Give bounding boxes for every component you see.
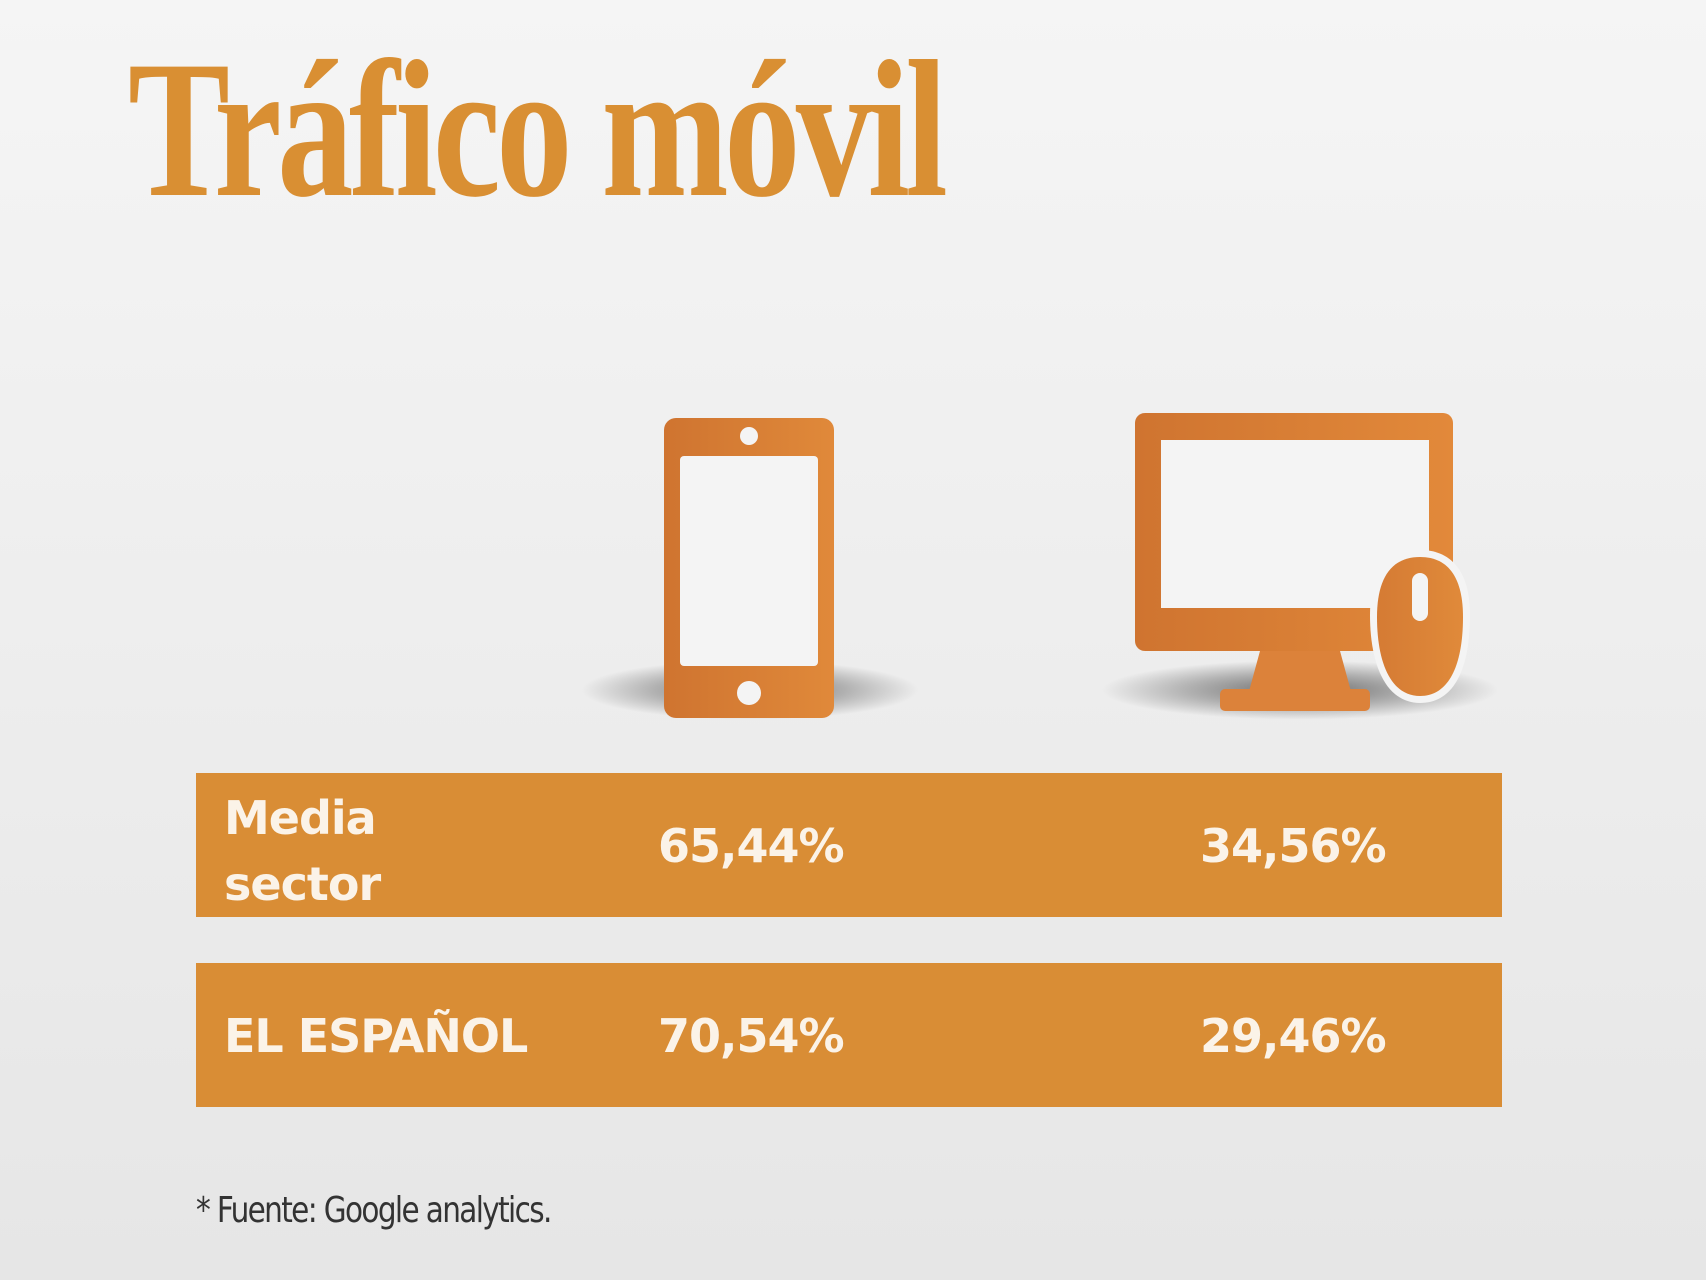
desktop-value: 29,46%	[1200, 1009, 1387, 1063]
desktop-with-mouse-icon	[1090, 405, 1510, 735]
row-label: Media sector	[224, 791, 381, 911]
table-row: EL ESPAÑOL 70,54% 29,46%	[196, 963, 1502, 1107]
table-row: Media sector 65,44% 34,56%	[196, 773, 1502, 917]
smartphone-value: 65,44%	[658, 819, 845, 873]
smartphone-icon	[560, 410, 940, 730]
page-title: Tráfico móvil	[128, 21, 948, 238]
source-footnote: * Fuente: Google analytics.	[196, 1190, 552, 1231]
smartphone-value: 70,54%	[658, 1009, 845, 1063]
desktop-value: 34,56%	[1200, 819, 1387, 873]
row-label: EL ESPAÑOL	[224, 1009, 528, 1063]
